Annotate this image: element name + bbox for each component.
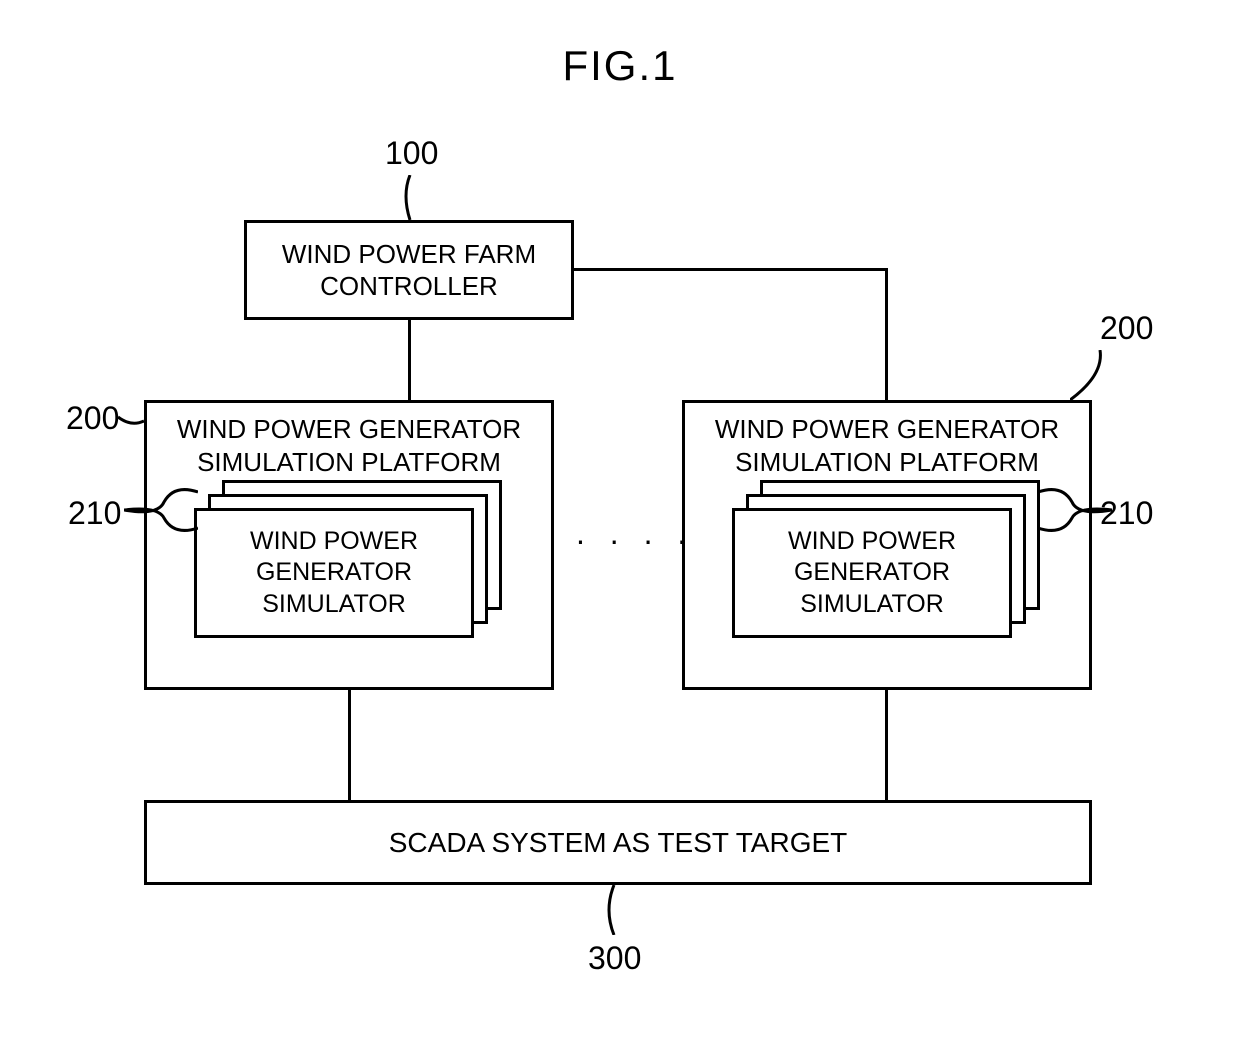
scada-label: SCADA SYSTEM AS TEST TARGET xyxy=(385,821,852,864)
simulator-right-box: WIND POWER GENERATOR SIMULATOR xyxy=(732,508,1012,638)
ref-210-left: 210 xyxy=(68,495,121,532)
ref-300: 300 xyxy=(588,940,641,977)
ref-200l-tick xyxy=(118,415,144,427)
ref-100: 100 xyxy=(385,135,438,172)
scada-box: SCADA SYSTEM AS TEST TARGET xyxy=(144,800,1092,885)
ref-200-left: 200 xyxy=(66,400,119,437)
simulator-left-label: WIND POWER GENERATOR SIMULATOR xyxy=(246,522,422,624)
ellipsis-dots: . . . . xyxy=(576,515,694,552)
simulator-right-label: WIND POWER GENERATOR SIMULATOR xyxy=(784,522,960,624)
ref-300-tick xyxy=(604,885,624,935)
line-right-down xyxy=(885,690,888,800)
line-ctrl-down xyxy=(408,320,411,400)
controller-box: WIND POWER FARM CONTROLLER xyxy=(244,220,574,320)
controller-label: WIND POWER FARM CONTROLLER xyxy=(278,234,540,307)
figure-title: FIG.1 xyxy=(562,42,677,90)
brace-right xyxy=(1038,488,1112,532)
platform-right-label: WIND POWER GENERATOR SIMULATION PLATFORM xyxy=(711,409,1063,482)
simulator-left-box: WIND POWER GENERATOR SIMULATOR xyxy=(194,508,474,638)
line-ctrl-right-h xyxy=(574,268,888,271)
ref-100-tick xyxy=(400,175,420,220)
platform-left-label: WIND POWER GENERATOR SIMULATION PLATFORM xyxy=(173,409,525,482)
ref-200r-tick xyxy=(1070,350,1110,400)
ref-200-right: 200 xyxy=(1100,310,1153,347)
line-left-down xyxy=(348,690,351,800)
line-ctrl-right-v xyxy=(885,268,888,400)
brace-left xyxy=(124,488,198,532)
